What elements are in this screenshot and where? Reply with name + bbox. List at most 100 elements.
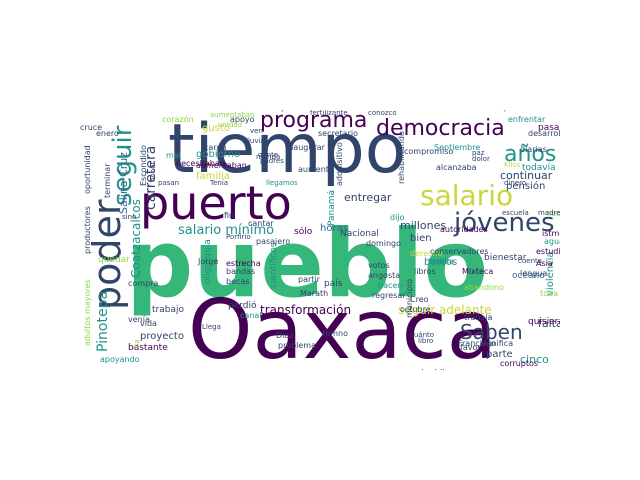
word: rehabilitando: [397, 131, 406, 184]
word: apoyo: [230, 115, 255, 124]
word: libros: [414, 267, 436, 276]
word: ven: [250, 127, 263, 135]
word: lengua: [520, 269, 548, 278]
word: Creo: [410, 295, 429, 304]
word: barcos: [424, 257, 458, 268]
word: domingo: [366, 239, 402, 248]
word: Llega: [202, 323, 221, 331]
word: pensión: [506, 181, 546, 192]
word: angosta: [368, 271, 401, 280]
word: hacen: [378, 281, 403, 290]
word: desarrollo: [528, 129, 560, 138]
word: regresar: [372, 291, 406, 300]
word: Asia: [536, 259, 553, 268]
word: Panamá: [327, 189, 337, 226]
word: bastante: [128, 343, 168, 353]
word: Escondido: [139, 145, 148, 186]
word: Porfirio: [226, 233, 251, 241]
word: tiempo: [168, 110, 407, 189]
word: trabajo: [152, 305, 184, 315]
word: agua: [544, 237, 560, 246]
word: manda: [256, 153, 281, 161]
word: Nacional: [340, 229, 379, 239]
word: Pinotepa: [95, 290, 111, 352]
word: terminar: [103, 163, 112, 198]
word: Oaxaca: [188, 283, 497, 371]
word: unidad: [218, 121, 242, 129]
word: salario: [420, 179, 514, 212]
word: tortilla: [428, 257, 455, 266]
word: gusto: [202, 123, 230, 134]
word: compra: [128, 279, 159, 288]
word: todavía: [522, 163, 556, 173]
word: cuenta: [518, 257, 543, 265]
word: favor: [460, 343, 481, 352]
word: pasar: [538, 123, 560, 133]
word: escuela: [502, 209, 529, 217]
word: pueblo: [126, 210, 489, 319]
word: ha: [133, 339, 141, 348]
word: canal: [240, 311, 262, 320]
word: votos: [368, 261, 390, 270]
word: conservadores: [430, 247, 489, 256]
word: justicia: [504, 110, 532, 112]
word: aumento: [298, 165, 334, 174]
word: corazón: [162, 115, 194, 124]
word: fin: [224, 211, 235, 220]
word: oportunidad: [83, 145, 92, 194]
word: bien: [410, 233, 432, 244]
word: parte: [486, 349, 513, 360]
word: perdió: [228, 301, 257, 311]
word: diarias: [520, 145, 547, 154]
word: océano: [512, 271, 545, 281]
word: dolor: [472, 155, 490, 163]
word: necesito: [546, 209, 560, 218]
word: secretario: [318, 129, 358, 138]
word: partir: [298, 275, 320, 284]
word: alcanzaba: [436, 163, 477, 172]
word: istmo: [542, 229, 560, 238]
word: becas: [226, 277, 250, 286]
word: seguir adelante: [398, 303, 492, 317]
word: sino: [122, 213, 137, 221]
word: paz: [472, 149, 485, 157]
word: familia: [196, 171, 230, 182]
word: comprar: [264, 110, 298, 112]
word: gente: [258, 151, 279, 159]
word: adquisitivo: [335, 142, 344, 186]
word: enfrentar: [508, 115, 546, 124]
word: madres: [538, 209, 560, 217]
word: autoridades: [440, 225, 488, 234]
word: Septiembre: [434, 143, 481, 152]
word: dijo: [390, 213, 405, 222]
word: productores: [83, 206, 92, 254]
word: quisieran: [528, 317, 560, 327]
word: corruptos: [500, 359, 539, 368]
word: Marath: [300, 289, 329, 298]
word: carga: [204, 143, 227, 152]
word: Salina Cruz: [117, 152, 130, 214]
word: pasajero: [256, 237, 291, 246]
word: quedar: [98, 255, 130, 265]
word: compromiso: [404, 147, 454, 156]
word: llegamos: [266, 179, 298, 187]
word: salario mínimo: [178, 223, 275, 238]
word: Jorge: [198, 257, 219, 266]
word: Tenía: [210, 179, 229, 187]
word: entregar: [344, 191, 392, 204]
word: derecho: [410, 249, 443, 258]
word: Kilos: [504, 161, 521, 169]
word: vida: [140, 319, 157, 328]
word: programa: [260, 110, 368, 133]
word: gobierno: [196, 149, 241, 160]
word: venía: [128, 315, 150, 324]
word: Coatzacalcos: [129, 199, 143, 278]
word: estrecha: [226, 259, 261, 268]
word: estudio: [536, 247, 560, 256]
word: mal: [166, 151, 181, 160]
word: país: [324, 279, 343, 289]
word: lluvia: [246, 137, 265, 145]
word: proyecto: [140, 331, 184, 342]
word: libro: [418, 337, 434, 345]
word: significa: [480, 339, 514, 348]
